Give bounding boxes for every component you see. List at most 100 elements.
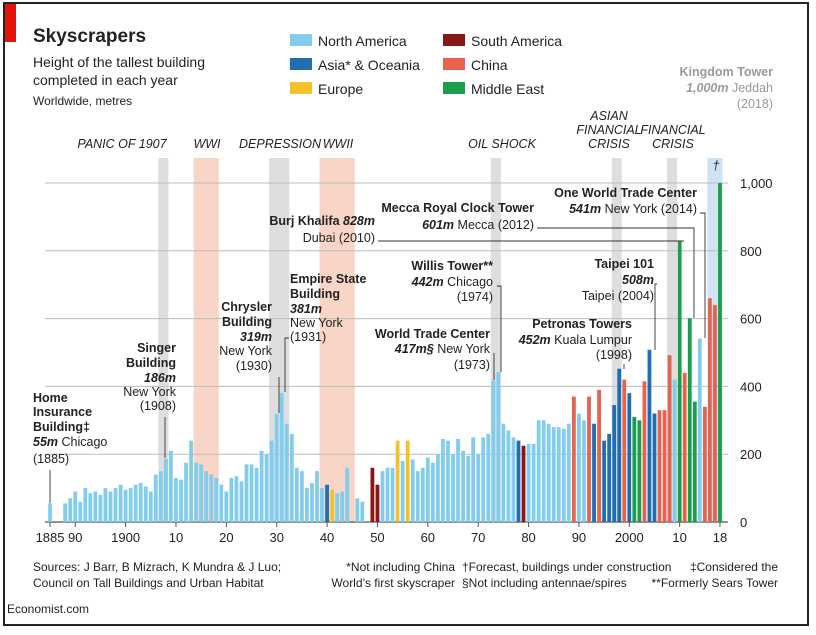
annotation-part: 508m [622, 273, 654, 287]
annotation: 55m Chicago [33, 435, 107, 449]
bar [234, 476, 239, 522]
y-tick-label: 600 [740, 312, 762, 327]
annotation-part: (2004) [618, 289, 654, 303]
legend-swatch [443, 34, 465, 46]
bar [244, 464, 249, 522]
footnote: World’s first skyscraper [331, 576, 455, 590]
annotation: Mecca Royal Clock Tower [381, 201, 534, 215]
annotation-part: Kuala Lumpur [554, 333, 632, 347]
bar [506, 430, 511, 522]
annotation: (1973) [454, 358, 490, 372]
annotation: New York [219, 344, 273, 358]
bar [415, 471, 420, 522]
x-tick-label: 10 [672, 530, 686, 545]
period-label: WWI [193, 137, 221, 151]
bar [441, 438, 445, 522]
annotation-part: Burj Khalifa [269, 214, 340, 228]
bar [516, 440, 521, 522]
period-label: FINANCIAL [640, 123, 705, 137]
period-label: OIL SHOCK [468, 137, 537, 151]
x-tick-label: 10 [169, 530, 183, 545]
source: Council on Tall Buildings and Urban Habi… [33, 576, 264, 590]
period-band [611, 158, 622, 522]
annotation-part: Insurance [33, 405, 92, 419]
bar [577, 413, 581, 522]
bar [299, 471, 304, 522]
x-tick-label: 60 [421, 530, 435, 545]
bar [148, 491, 153, 522]
bar [113, 488, 118, 522]
leader-line [537, 227, 695, 318]
bar [718, 183, 722, 522]
brand: Economist.com [7, 602, 89, 616]
annotation-part: Jeddah [732, 81, 773, 95]
bar [68, 498, 73, 522]
annotation-part: Building [126, 356, 176, 370]
y-tick-label: 200 [740, 447, 762, 462]
bar [662, 410, 667, 522]
bar [446, 440, 450, 522]
bar [189, 440, 193, 522]
annotation: Building‡ [33, 420, 90, 434]
annotation: World Trade Center [375, 327, 490, 341]
bar [224, 491, 229, 522]
bar [425, 457, 430, 522]
bar [587, 396, 591, 522]
annotation: Taipei (2004) [582, 289, 654, 303]
bar [108, 491, 113, 522]
annotation: 1,000m Jeddah [686, 81, 773, 95]
footnote: *Not including China [346, 560, 455, 574]
bar [315, 471, 319, 522]
bar [269, 440, 274, 522]
legend-label: Middle East [471, 81, 544, 97]
annotation-part: New York [605, 202, 659, 216]
legend-label: North America [318, 33, 407, 49]
bar [118, 484, 123, 522]
annotation: Building [126, 356, 176, 370]
annotation-part: Chrysler [221, 300, 272, 314]
period-band [193, 158, 219, 522]
bar [501, 423, 506, 522]
period-band [490, 158, 501, 522]
period-label: ASIAN [589, 109, 628, 123]
bar [340, 491, 345, 522]
bar [672, 379, 677, 522]
bar [622, 379, 627, 522]
x-tick-label: 2000 [615, 530, 644, 545]
bar [571, 396, 576, 522]
annotation: 601m Mecca (2012) [422, 218, 534, 232]
source: Sources: J Barr, B Mizrach, K Mundra & J… [33, 560, 281, 574]
x-tick-label: 50 [370, 530, 384, 545]
bar [652, 413, 657, 522]
annotation: (1930) [236, 359, 272, 373]
annotation-part: Chicago [447, 275, 493, 289]
bar [466, 455, 471, 522]
annotation-part: Dubai [303, 231, 336, 245]
bar [169, 450, 173, 522]
bar [385, 467, 390, 522]
annotation-part: 55m [33, 435, 58, 449]
annotation: (1885) [33, 452, 69, 466]
annotation-part: 601m [422, 218, 454, 232]
annotation: Singer [137, 341, 176, 355]
bar [123, 489, 128, 522]
legend-swatch [443, 82, 465, 94]
annotation: 417m§ New York [394, 342, 491, 356]
annotation: New York [123, 385, 177, 399]
bar [521, 445, 526, 522]
y-tick-label: 1,000 [740, 176, 773, 191]
annotation-part: Singer [137, 341, 176, 355]
x-tick-label: 20 [219, 530, 233, 545]
bar [491, 380, 496, 522]
period-band [158, 158, 169, 522]
annotation-part: New York [437, 342, 491, 356]
annotation-part: New York [290, 316, 344, 330]
bar [83, 488, 88, 522]
annotation-part: 828m [343, 214, 375, 228]
annotation: (1974) [457, 290, 493, 304]
annotation-part: Home [33, 391, 68, 405]
x-tick-label: 90 [68, 530, 82, 545]
bar [657, 410, 662, 522]
bar [284, 423, 289, 522]
bar [163, 458, 168, 522]
